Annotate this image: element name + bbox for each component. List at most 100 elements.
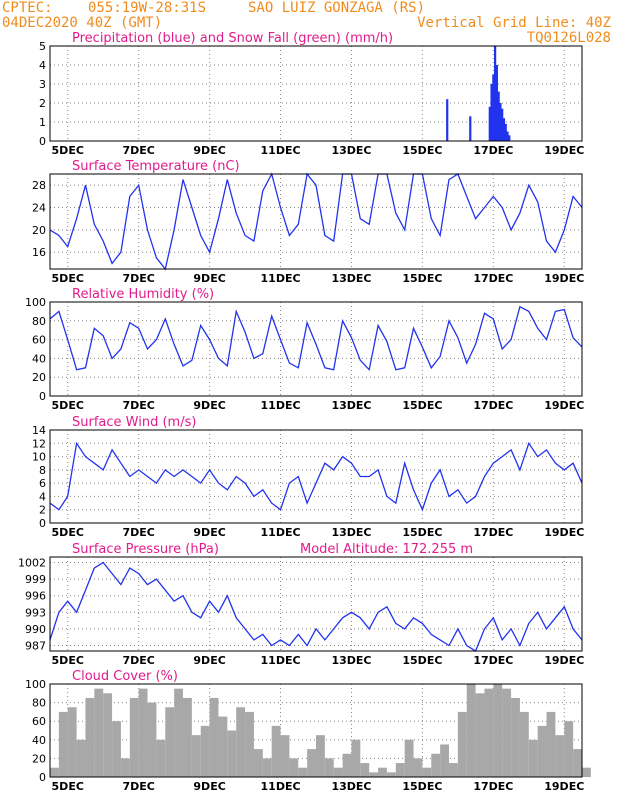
cloud-bar [271,725,281,777]
wind-ytick-label: 8 [39,464,46,477]
wind-xtick-label: 9DEC [193,526,225,539]
temp-panel: 16 20 24 28 5DEC 7DEC 9DEC 11DEC 13DEC 15DEC 17DEC… [32,159,584,285]
cloud-xtick-label: 7DEC [122,780,154,793]
wind-ytick-label: 14 [32,424,46,437]
rh-ytick-label: 60 [32,334,46,347]
cloud-bar [573,749,582,777]
rh-xtick-label: 19DEC [544,399,584,412]
pressure-ytick-label: 999 [25,573,46,586]
wind-xtick-label: 17DEC [473,526,513,539]
cloud-bar [165,707,175,777]
precip-frame [49,45,583,142]
temp-xtick-label: 19DEC [544,272,584,285]
cloud-bar [245,711,254,777]
cloud-bar [183,697,192,777]
precip-xtick-label: 9DEC [193,144,225,157]
cloud-bar [174,688,183,777]
temp-ytick-label: 24 [32,202,46,215]
header-product: CPTEC: [2,0,53,16]
precip-ytick-label: 2 [39,97,46,110]
cloud-bar [511,697,520,777]
cloud-bar [280,735,290,777]
rh-xtick-label: 9DEC [193,399,225,412]
cloud-bar [298,767,308,777]
rh-xtick-label: 13DEC [331,399,371,412]
wind-xtick-label: 11DEC [261,526,301,539]
cloud-bar [227,730,237,777]
rh-ytick-label: 80 [32,315,46,328]
precip-ytick-label: 0 [39,135,46,148]
cloud-bar [236,707,246,777]
pressure-annotation: Model Altitude: 172.255 m [300,542,473,557]
cloud-bar [333,767,343,777]
cloud-ytick-label: 80 [32,697,46,710]
cloud-bar [103,693,113,777]
wind-ytick-label: 10 [32,451,46,464]
cloud-bar [218,716,228,777]
rh-frame [49,301,583,397]
pressure-line [49,561,583,652]
wind-title: Surface Wind (m/s) [72,415,196,430]
precip-bar [494,46,497,141]
precip-ytick-label: 4 [39,59,46,72]
pressure-ytick-label: 996 [25,590,46,603]
cloud-bar [94,688,104,777]
cloud-bar [324,758,334,777]
pressure-ytick-label: 990 [25,623,46,636]
temp-xtick-label: 9DEC [193,272,225,285]
wind-xtick-label: 13DEC [331,526,371,539]
pressure-frame [49,556,583,652]
precip-bar [504,123,507,141]
rh-xtick-label: 15DEC [402,399,442,412]
rh-xtick-label: 5DEC [52,399,84,412]
cloud-bar [360,763,370,777]
temp-ytick-label: 28 [32,179,46,192]
rh-ytick-label: 0 [39,390,46,403]
precip-bar [508,135,511,141]
temp-title: Surface Temperature (nC) [72,159,240,174]
pressure-ytick-label: 993 [25,606,46,619]
pressure-xtick-label: 17DEC [473,654,513,667]
temp-ytick-label: 16 [32,246,46,259]
precip-bar [446,99,449,141]
temp-frame [49,173,583,270]
cloud-bar [457,711,467,777]
precip-xtick-label: 15DEC [402,144,442,157]
rh-xtick-label: 17DEC [473,399,513,412]
temp-xtick-label: 5DEC [52,272,84,285]
cloud-bar [502,688,512,777]
precip-bar [497,91,500,141]
temp-ytick-label: 20 [32,224,46,237]
precip-title: Precipitation (blue) and Snow Fall (gree… [72,31,393,46]
cloud-bar [449,763,458,777]
pressure-xtick-label: 19DEC [544,654,584,667]
cloud-bar [546,711,556,777]
wind-line [49,441,583,512]
wind-xtick-label: 7DEC [122,526,154,539]
cloud-xtick-label: 13DEC [331,780,371,793]
cloud-title: Cloud Cover (%) [72,669,178,684]
precip-xtick-label: 19DEC [544,144,584,157]
wind-frame [49,429,583,524]
wind-ytick-label: 6 [39,477,46,490]
wind-xtick-label: 5DEC [52,526,84,539]
wind-ytick-label: 2 [39,504,46,517]
rh-ytick-label: 20 [32,371,46,384]
cloud-bar [50,767,59,777]
cloud-xtick-label: 9DEC [193,780,225,793]
cloud-bar [440,744,449,777]
cloud-bar [58,711,68,777]
wind-xtick-label: 15DEC [402,526,442,539]
precip-bar [492,74,495,141]
rh-xtick-label: 7DEC [122,399,154,412]
cloud-ytick-label: 0 [39,771,46,784]
cloud-bar [253,749,263,777]
cloud-bar [85,697,95,777]
pressure-ytick-label: 987 [25,639,46,652]
header-gridline-note: Vertical Grid Line: 40Z [417,15,611,31]
precip-bar [506,131,509,141]
cloud-bar [555,735,565,777]
cloud-bar [76,739,86,777]
